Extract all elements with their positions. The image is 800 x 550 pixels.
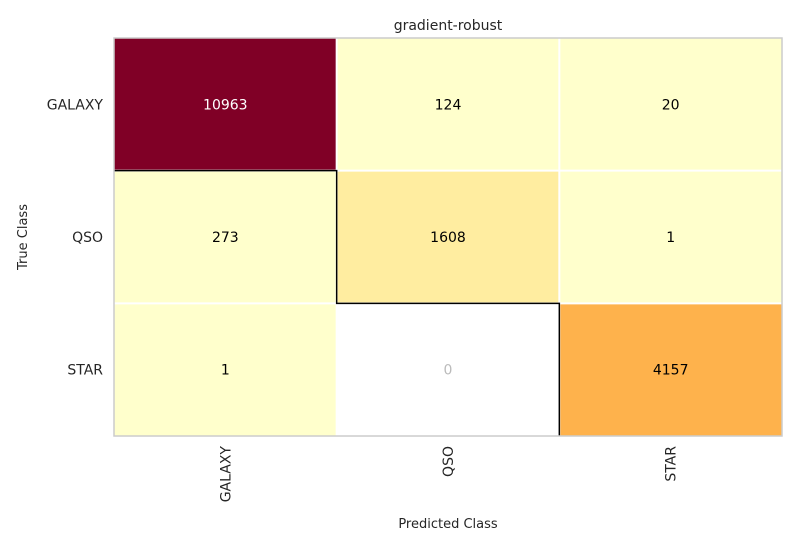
heatmap-cell-star-galaxy — [114, 303, 337, 436]
cell-value-star-star: 4157 — [653, 363, 689, 379]
heatmap-cell-galaxy-star — [559, 38, 782, 171]
cell-value-star-galaxy: 1 — [221, 363, 230, 379]
y-axis-tick-labels: GALAXY QSO STAR — [47, 97, 104, 378]
chart-title: gradient-robust — [394, 18, 503, 34]
x-axis-tick-labels: GALAXY QSO STAR — [218, 446, 679, 503]
x-tick-label-qso: QSO — [441, 446, 457, 477]
y-tick-label-star: STAR — [67, 363, 103, 379]
x-axis-label: Predicted Class — [398, 517, 498, 532]
cell-value-galaxy-star: 20 — [662, 97, 680, 113]
heatmap-cell-qso-qso — [336, 170, 560, 304]
x-tick-label-star: STAR — [664, 446, 680, 482]
cell-value-qso-qso: 1608 — [430, 230, 466, 246]
cell-value-qso-galaxy: 273 — [212, 230, 239, 246]
y-axis-label: True Class — [16, 204, 31, 271]
heatmap-cell-galaxy-qso — [336, 38, 560, 171]
plot-border — [113, 37, 783, 437]
diagonal-staircase-line — [114, 169, 561, 436]
cell-value-star-qso: 0 — [444, 363, 453, 379]
heatmap-cell-qso-star — [559, 170, 782, 304]
heatmap-cell-star-qso — [336, 303, 560, 436]
diagonal-outline — [114, 169, 561, 436]
heatmap-cell-qso-galaxy — [114, 170, 337, 304]
cell-value-labels: 10963 124 20 273 1608 1 1 0 4157 — [203, 97, 688, 378]
cell-value-galaxy-qso: 124 — [435, 97, 462, 113]
x-tick-label-galaxy: GALAXY — [218, 446, 234, 503]
heatmap-cells — [114, 38, 782, 436]
y-tick-label-qso: QSO — [72, 230, 103, 246]
cell-value-qso-star: 1 — [666, 230, 675, 246]
heatmap-cell-star-star — [559, 303, 782, 436]
cell-value-galaxy-galaxy: 10963 — [203, 97, 248, 113]
y-tick-label-galaxy: GALAXY — [47, 97, 104, 113]
heatmap-cell-galaxy-galaxy — [114, 38, 337, 171]
